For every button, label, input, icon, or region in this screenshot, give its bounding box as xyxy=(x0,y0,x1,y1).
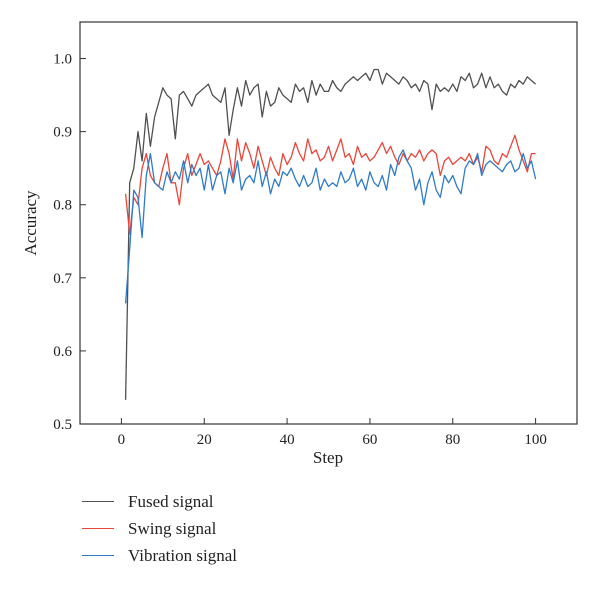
legend-label-vibration: Vibration signal xyxy=(128,545,237,565)
y-tick-label: 0.8 xyxy=(53,198,72,214)
legend-swatch-fused xyxy=(82,501,114,502)
x-tick-label: 100 xyxy=(524,432,547,448)
x-tick-label: 40 xyxy=(280,432,295,448)
x-tick-label: 60 xyxy=(362,432,377,448)
line-chart: 0 20 40 60 80 100 0.5 0.6 0.7 0.8 0.9 1.0 Step Acc… xyxy=(21,21,578,467)
y-tick-label: 0.6 xyxy=(53,344,72,360)
series-line-vibration-signal xyxy=(124,149,537,304)
plot-frame xyxy=(79,21,578,425)
x-axis-ticks: 0 20 40 60 80 100 xyxy=(118,418,547,448)
legend-label-swing: Swing signal xyxy=(128,518,217,538)
legend-label-fused: Fused signal xyxy=(128,491,214,511)
y-tick-label: 0.5 xyxy=(53,417,72,433)
y-axis-title: Accuracy xyxy=(21,190,40,256)
x-tick-label: 0 xyxy=(118,432,126,448)
legend-item-vibration: Vibration signal xyxy=(82,542,237,569)
series-line-fused-signal xyxy=(124,68,537,400)
y-tick-label: 0.9 xyxy=(53,125,72,141)
legend-item-swing: Swing signal xyxy=(82,515,237,542)
legend-swatch-swing xyxy=(82,528,114,529)
x-tick-label: 20 xyxy=(197,432,212,448)
series-layer xyxy=(124,68,537,400)
y-tick-label: 0.7 xyxy=(53,271,72,287)
legend-swatch-vibration xyxy=(82,555,114,556)
x-axis-title: Step xyxy=(313,448,343,467)
y-tick-label: 1.0 xyxy=(53,52,72,68)
legend: Fused signal Swing signal Vibration sign… xyxy=(82,488,237,569)
y-axis-ticks: 0.5 0.6 0.7 0.8 0.9 1.0 xyxy=(53,52,86,433)
legend-item-fused: Fused signal xyxy=(82,488,237,515)
x-tick-label: 80 xyxy=(445,432,460,448)
